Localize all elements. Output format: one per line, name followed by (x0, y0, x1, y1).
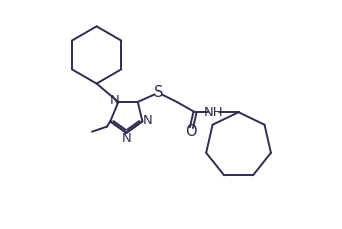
Text: N: N (121, 132, 131, 145)
Text: O: O (185, 124, 196, 139)
Text: S: S (154, 85, 163, 100)
Text: N: N (110, 94, 120, 106)
Text: NH: NH (203, 106, 223, 119)
Text: N: N (143, 114, 152, 127)
